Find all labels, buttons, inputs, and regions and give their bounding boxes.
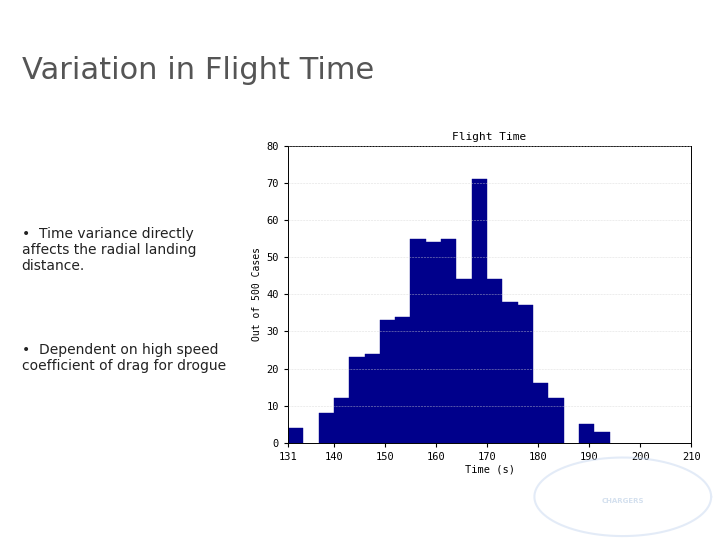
Bar xyxy=(288,428,303,443)
Bar xyxy=(410,239,426,443)
Text: •  Dependent on high speed
coefficient of drag for drogue: • Dependent on high speed coefficient of… xyxy=(22,343,226,373)
Bar xyxy=(441,239,456,443)
Bar xyxy=(319,413,334,443)
Bar xyxy=(380,320,395,443)
Bar xyxy=(472,179,487,443)
Bar xyxy=(594,431,610,443)
Text: •  Time variance directly
affects the radial landing
distance.: • Time variance directly affects the rad… xyxy=(22,227,196,273)
Bar xyxy=(503,302,518,443)
Bar xyxy=(487,280,503,443)
Title: Flight Time: Flight Time xyxy=(452,132,527,142)
Bar xyxy=(456,280,472,443)
Text: 33: 33 xyxy=(679,12,702,30)
Y-axis label: Out of 500 Cases: Out of 500 Cases xyxy=(252,247,262,341)
Bar xyxy=(533,383,549,443)
Bar xyxy=(579,424,594,443)
Text: CHARGERS: CHARGERS xyxy=(601,498,644,504)
Bar xyxy=(549,399,564,443)
X-axis label: Time (s): Time (s) xyxy=(464,464,515,475)
Bar xyxy=(426,242,441,443)
Bar xyxy=(349,357,364,443)
Bar xyxy=(518,306,533,443)
Bar xyxy=(364,354,380,443)
Text: Variation in Flight Time: Variation in Flight Time xyxy=(22,56,374,85)
Bar xyxy=(334,399,349,443)
Bar xyxy=(395,316,410,443)
